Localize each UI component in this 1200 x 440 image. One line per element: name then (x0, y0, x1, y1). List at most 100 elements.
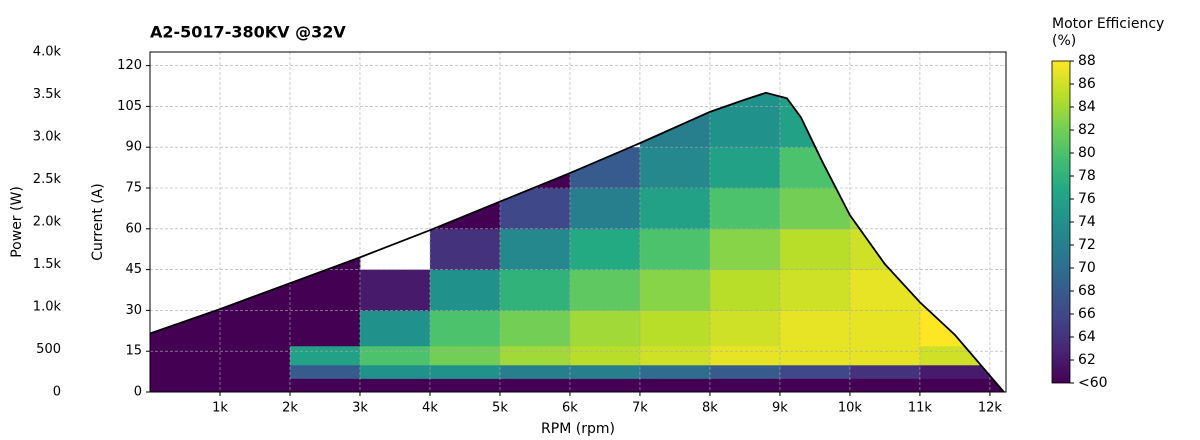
heatmap-cell (219, 310, 291, 347)
colorbar-tick-label: 78 (1078, 168, 1096, 184)
heatmap-cell (919, 345, 991, 366)
heatmap-cell (359, 269, 431, 311)
heatmap-cell (709, 364, 781, 379)
heatmap-cell (849, 310, 921, 347)
x-tick-label: 7k (632, 401, 648, 416)
heatmap-cell (289, 378, 361, 393)
heatmap-cell (709, 310, 781, 347)
heatmap-cell (359, 310, 431, 347)
heatmap-cell (709, 345, 781, 366)
heatmap-cell (779, 378, 851, 393)
heatmap-cell (919, 364, 991, 379)
heatmap-cell (150, 310, 221, 347)
y2-tick-label: 1.0k (33, 300, 62, 315)
heatmap-cell (429, 378, 501, 393)
heatmap-cell (289, 310, 361, 347)
heatmap-cell (150, 378, 221, 393)
y-tick-label: 60 (125, 221, 142, 236)
colorbar-tick-label: 80 (1078, 145, 1096, 161)
colorbar-label: Motor Efficiency (%) (1052, 16, 1165, 49)
heatmap-cell (569, 345, 641, 366)
x-axis-label: RPM (rpm) (541, 421, 615, 437)
colorbar-tick-label: 64 (1078, 329, 1096, 345)
heatmap-cell (219, 378, 291, 393)
heatmap-cell (429, 345, 501, 366)
heatmap-cell (639, 188, 711, 230)
x-tick-label: 5k (492, 401, 508, 416)
heatmap-cell (709, 188, 781, 230)
colorbar-tick-label: 72 (1078, 237, 1096, 253)
heatmap-cell (429, 188, 501, 230)
heatmap-cell (499, 364, 571, 379)
heatmap-cell (639, 228, 711, 271)
y-tick-label: 30 (125, 303, 142, 318)
heatmap-cell (849, 188, 921, 230)
x-tick-label: 4k (422, 401, 438, 416)
heatmap-cell (359, 364, 431, 379)
heatmap-cell (779, 269, 851, 311)
y-tick-label: 75 (125, 181, 142, 196)
x-tick-label: 2k (282, 401, 298, 416)
heatmap-cell (499, 228, 571, 271)
x-tick-label: 8k (702, 401, 718, 416)
y2-axis-label: Power (W) (9, 186, 25, 258)
y-axis-label: Current (A) (90, 183, 106, 261)
x-tick-label: 6k (562, 401, 578, 416)
heatmap-cell (150, 364, 221, 379)
heatmap-cell (779, 147, 851, 189)
y2-tick-label: 3.5k (33, 87, 62, 102)
x-tick-label: 1k (212, 401, 228, 416)
heatmap-cell (289, 228, 361, 271)
heatmap-cell (709, 147, 781, 189)
heatmap-cell (779, 228, 851, 271)
heatmap-cell (709, 269, 781, 311)
heatmap-cell (499, 378, 571, 393)
y2-tick-label: 3.0k (33, 130, 62, 145)
heatmap-cell (499, 269, 571, 311)
x-tick-label: 12k (978, 401, 1003, 416)
heatmap-cell (569, 188, 641, 230)
colorbar-tick-label: 68 (1078, 283, 1096, 299)
heatmap-cell (919, 310, 991, 347)
heatmap-cell (849, 378, 921, 393)
plot-frame (149, 51, 1007, 393)
heatmap-cell (289, 345, 361, 366)
heatmap-cell (989, 364, 1004, 379)
heatmap-cell (849, 364, 921, 379)
y2-tick-label: 4.0k (33, 45, 62, 60)
y2-tick-label: 2.0k (33, 215, 62, 230)
heatmap-cell (219, 364, 291, 379)
heatmap-cell (779, 364, 851, 379)
heatmap-cell (219, 345, 291, 366)
heatmap-cell (429, 269, 501, 311)
axes: 1k 2k 3k 4k 5k 6k 7k 8k 9k 10k 11k 12k 0 15 30 45 60 75 90… (33, 45, 1108, 416)
colorbar-tick-label: 82 (1078, 122, 1096, 138)
colorbar-tick-label: 88 (1078, 53, 1096, 69)
chart-title: A2-5017-380KV @32V (150, 23, 346, 42)
heatmap-cell (499, 188, 571, 230)
heatmap-cell (639, 269, 711, 311)
heatmap-cell (569, 228, 641, 271)
colorbar-tick-label: 70 (1078, 260, 1096, 276)
envelope-line (149, 91, 1005, 393)
heatmap-cell (499, 310, 571, 347)
heatmap-cell (919, 269, 991, 311)
y2-tick-label: 0 (53, 385, 61, 400)
heatmap-cell (569, 310, 641, 347)
heatmap-cell (779, 92, 851, 148)
heatmap-cell (569, 269, 641, 311)
y-tick-label: 90 (125, 140, 142, 155)
x-tick-label: 3k (352, 401, 368, 416)
y-tick-label: 105 (117, 99, 142, 114)
heatmap-cell (499, 345, 571, 366)
heatmap-cell (709, 92, 781, 148)
heatmap-cell (709, 378, 781, 393)
colorbar-tick-label: 74 (1078, 214, 1096, 230)
heatmap-cell (919, 378, 991, 393)
heatmap-cell (569, 364, 641, 379)
y-tick-label: 120 (117, 58, 142, 73)
y-tick-label: 0 (134, 385, 142, 400)
colorbar-tick-label: 76 (1078, 191, 1096, 207)
heatmap-cell (150, 345, 221, 366)
